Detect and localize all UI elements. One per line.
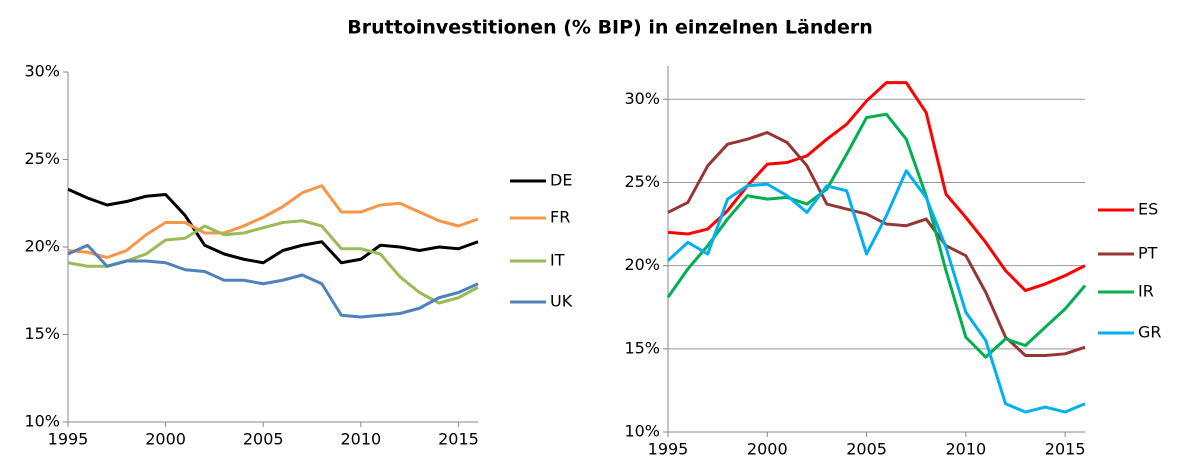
x-tick-label: 2010: [340, 430, 381, 449]
legend-label: ES: [1138, 200, 1158, 219]
legend-label: FR: [550, 208, 570, 227]
y-tick-label: 25%: [24, 149, 60, 168]
y-tick-label: 25%: [624, 172, 660, 191]
data-line: [667, 81, 1086, 293]
x-tick-label: 2015: [438, 430, 479, 449]
x-tick-label: 1995: [648, 440, 689, 459]
x-tick-label: 2000: [747, 440, 788, 459]
y-tick-label: 10%: [624, 422, 660, 441]
y-tick-label: 15%: [624, 338, 660, 357]
data-line: [667, 131, 1086, 357]
data-line: [67, 219, 479, 305]
y-tick-label: 30%: [24, 62, 60, 81]
legend-label: IT: [550, 251, 565, 270]
x-tick-label: 2015: [1045, 440, 1086, 459]
x-tick-label: 1995: [48, 430, 89, 449]
y-tick-label: 20%: [24, 237, 60, 256]
legend-label: GR: [1138, 323, 1162, 342]
legend-label: PT: [1138, 244, 1158, 263]
x-tick-label: 2005: [846, 440, 887, 459]
data-line: [666, 169, 1086, 414]
data-line: [67, 187, 479, 265]
y-tick-label: 15%: [24, 324, 60, 343]
y-tick-label: 10%: [24, 412, 60, 431]
x-tick-label: 2010: [945, 440, 986, 459]
x-tick-label: 2000: [145, 430, 186, 449]
data-line: [67, 184, 479, 259]
y-tick-label: 20%: [624, 255, 660, 274]
x-tick-label: 2005: [243, 430, 284, 449]
y-tick-label: 30%: [624, 89, 660, 108]
legend-label: UK: [550, 292, 573, 311]
legend-label: IR: [1138, 282, 1154, 301]
data-line: [67, 243, 479, 319]
data-line: [666, 112, 1087, 359]
legend-label: DE: [550, 171, 572, 190]
chart-title: Bruttoinvestitionen (% BIP) in einzelnen…: [347, 17, 873, 39]
